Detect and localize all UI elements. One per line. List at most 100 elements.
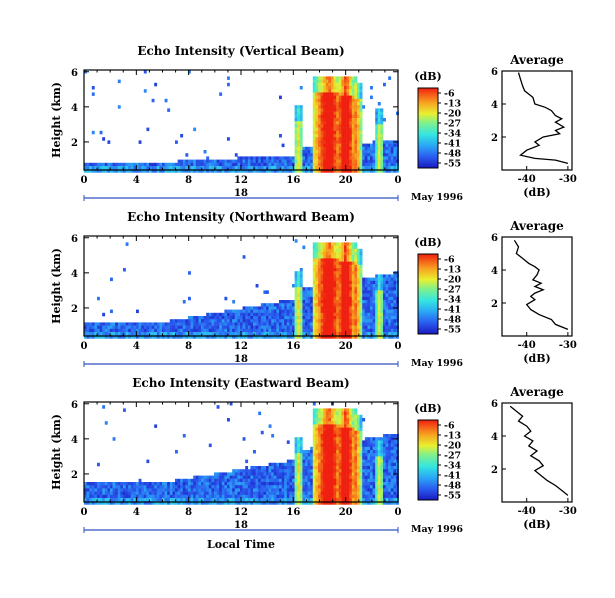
- echo-cell: [125, 501, 129, 505]
- echo-cell: [312, 143, 316, 148]
- echo-cell: [325, 140, 329, 144]
- echo-cell: [315, 143, 319, 148]
- echo-cell: [383, 303, 386, 307]
- y-axis-label: Height (km): [50, 82, 63, 158]
- echo-cell: [346, 146, 350, 151]
- echo-cell: [320, 252, 324, 256]
- echo-cell: [323, 245, 327, 250]
- echo-cell: [349, 143, 353, 148]
- echo-cell: [123, 322, 126, 326]
- echo-cell: [351, 418, 355, 422]
- echo-cell: [263, 488, 267, 492]
- echo-cell: [253, 322, 256, 326]
- echo-cell: [351, 140, 355, 144]
- echo-cell: [299, 268, 303, 272]
- echo-cell: [367, 277, 371, 282]
- echo-cell: [169, 325, 173, 330]
- echo-cell: [341, 271, 345, 275]
- echo-cell: [354, 252, 358, 256]
- echo-cell: [390, 303, 394, 307]
- echo-cell: [328, 146, 332, 151]
- echo-cell: [364, 335, 368, 339]
- echo-cell: [206, 475, 210, 480]
- echo-cell: [89, 498, 93, 502]
- echo-cell: [380, 162, 384, 167]
- echo-cell: [362, 146, 366, 151]
- echo-cell: [372, 143, 376, 148]
- echo-cell: [390, 316, 394, 320]
- echo-cell: [247, 325, 251, 330]
- echo-cell: [185, 491, 189, 496]
- echo-cell: [336, 482, 340, 486]
- echo-cell: [336, 162, 340, 167]
- echo-cell: [130, 485, 134, 489]
- echo-cell: [375, 443, 379, 448]
- echo-cell: [232, 475, 236, 480]
- echo-cell: [240, 335, 243, 339]
- echo-cell: [315, 501, 319, 505]
- echo-cell: [177, 322, 181, 326]
- echo-cell: [341, 255, 345, 259]
- echo-cell: [315, 462, 319, 467]
- echo-cell: [318, 418, 321, 422]
- echo-cell: [299, 86, 303, 90]
- echo-cell: [320, 156, 324, 160]
- echo-cell: [260, 328, 264, 333]
- y-tick-label: 2: [71, 138, 78, 149]
- echo-cell: [370, 95, 373, 100]
- echo-cell: [357, 140, 360, 144]
- echo-cell: [328, 127, 332, 132]
- echo-cell: [325, 108, 329, 112]
- echo-cell: [344, 418, 347, 422]
- echo-cell: [247, 169, 251, 173]
- echo-cell: [341, 82, 345, 87]
- echo-cell: [250, 328, 254, 333]
- echo-cell: [97, 498, 100, 502]
- echo-cell: [362, 469, 366, 473]
- echo-cell: [258, 478, 262, 483]
- echo-cell: [104, 328, 108, 333]
- echo-cell: [130, 328, 134, 333]
- echo-cell: [294, 440, 298, 444]
- echo-cell: [221, 325, 225, 330]
- echo-cell: [351, 491, 355, 496]
- echo-cell: [201, 491, 204, 496]
- echo-cell: [286, 166, 290, 170]
- echo-cell: [336, 150, 340, 154]
- echo-cell: [331, 296, 334, 301]
- echo-cell: [344, 485, 347, 489]
- echo-cell: [276, 478, 280, 483]
- echo-cell: [227, 335, 230, 339]
- echo-cell: [331, 105, 334, 109]
- echo-cell: [263, 498, 267, 502]
- echo-cell: [341, 95, 345, 100]
- echo-cell: [307, 462, 311, 467]
- echo-cell: [182, 319, 186, 323]
- echo-cell: [323, 284, 327, 288]
- echo-cell: [315, 411, 319, 416]
- echo-cell: [328, 86, 332, 90]
- echo-cell: [328, 108, 332, 112]
- echo-cell: [393, 312, 397, 317]
- echo-cell: [354, 450, 358, 454]
- profile-y-tick-label: 6: [491, 67, 498, 78]
- echo-cell: [385, 478, 389, 483]
- echo-cell: [351, 252, 355, 256]
- x-tick-label: 0: [81, 341, 88, 352]
- echo-cell: [266, 485, 269, 489]
- echo-cell: [193, 494, 197, 499]
- echo-cell: [388, 466, 392, 470]
- echo-cell: [302, 322, 306, 326]
- echo-cell: [351, 430, 355, 435]
- echo-cell: [159, 498, 163, 502]
- echo-cell: [198, 159, 202, 164]
- echo-cell: [349, 108, 353, 112]
- echo-cell: [341, 284, 345, 288]
- echo-cell: [208, 494, 212, 499]
- echo-cell: [271, 498, 275, 502]
- echo-cell: [305, 494, 308, 499]
- echo-cell: [388, 290, 392, 294]
- echo-cell: [364, 309, 368, 314]
- echo-cell: [354, 280, 358, 285]
- echo-cell: [338, 143, 342, 148]
